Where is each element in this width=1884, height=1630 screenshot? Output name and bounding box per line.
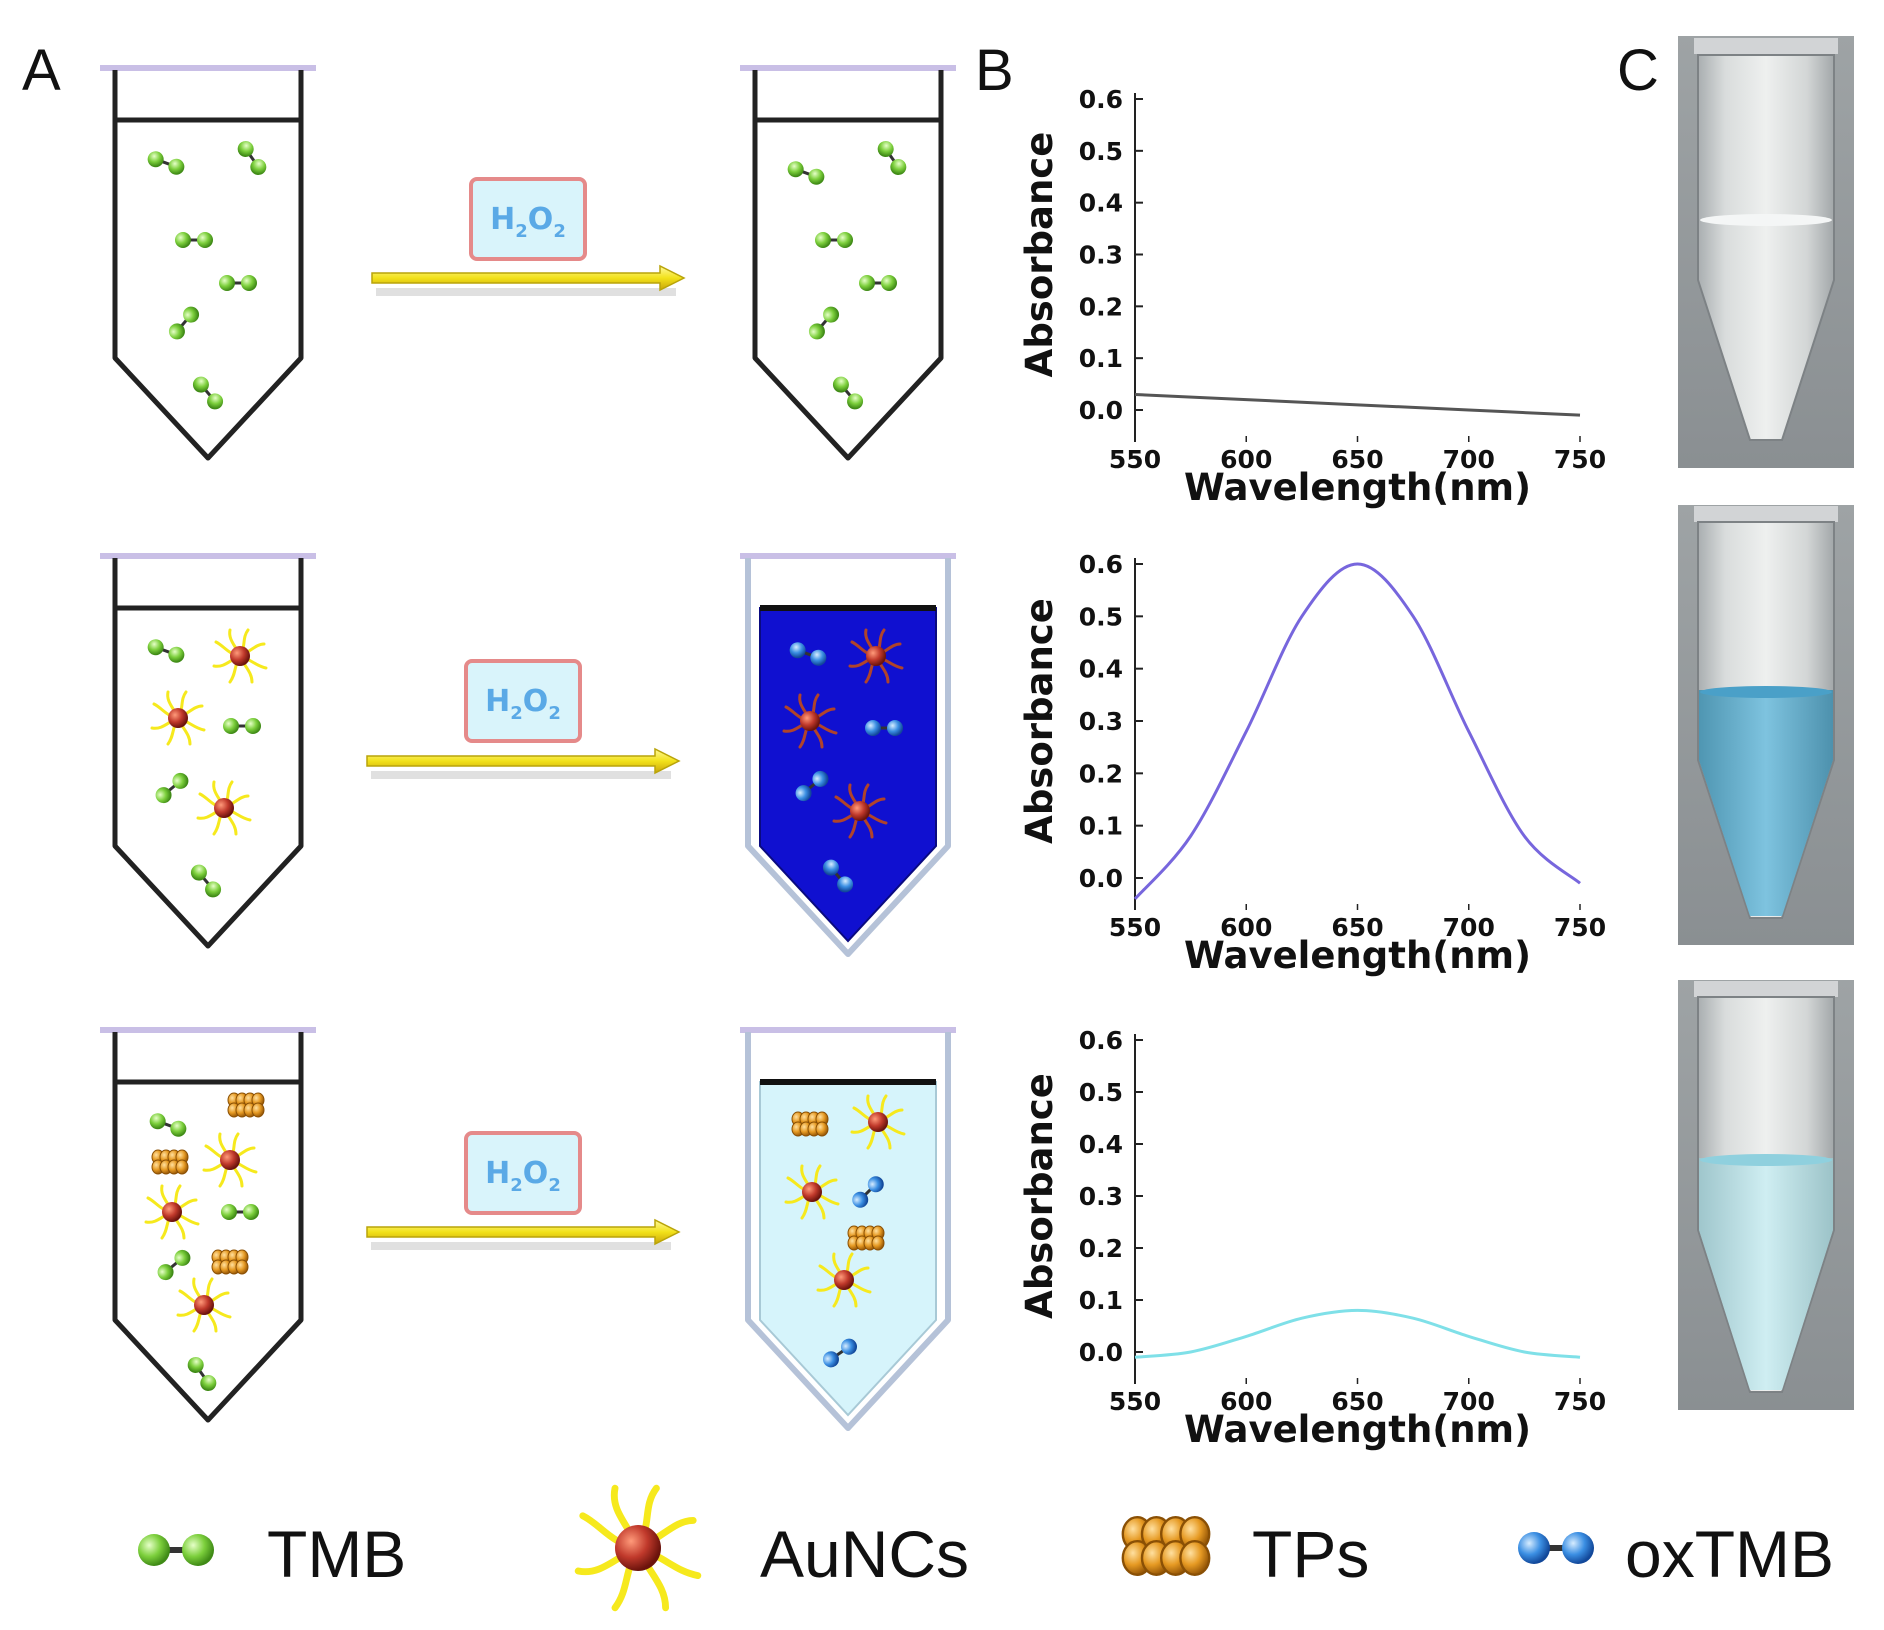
y-tick-label: 0.2 — [1079, 1234, 1123, 1263]
x-tick-label: 600 — [1220, 1387, 1272, 1416]
tube-row3-after-light-cyan — [740, 1030, 956, 1428]
y-tick-label: 0.6 — [1079, 85, 1123, 114]
y-tick-label: 0.3 — [1079, 241, 1123, 270]
y-tick-label: 0.0 — [1079, 1338, 1123, 1367]
svg-text:H2O2: H2O2 — [485, 684, 561, 724]
x-tick-label: 550 — [1109, 913, 1161, 942]
y-tick-label: 0.0 — [1079, 396, 1123, 425]
y-axis-label: Absorbance — [1018, 1073, 1061, 1319]
x-tick-label: 600 — [1220, 913, 1272, 942]
absorbance-series-line — [1134, 1308, 1581, 1359]
y-axis-label: Absorbance — [1018, 598, 1061, 844]
tube-row2-after-deep-blue — [740, 556, 956, 954]
y-tick-label: 0.4 — [1079, 655, 1123, 684]
x-tick-label: 700 — [1443, 913, 1495, 942]
panel-label-a: A — [22, 38, 61, 103]
legend-oxtmb-label: oxTMB — [1625, 1517, 1834, 1591]
y-tick-label: 0.6 — [1079, 1026, 1123, 1055]
panel-label-c: C — [1617, 38, 1659, 103]
y-tick-label: 0.0 — [1079, 864, 1123, 893]
x-axis-label: Wavelength(nm) — [1184, 466, 1531, 509]
legend-aunc-label: AuNCs — [760, 1517, 969, 1591]
x-tick-label: 750 — [1554, 913, 1606, 942]
reagent-label-row2: H2O2 — [464, 659, 582, 743]
photo-tube-blue — [1678, 505, 1854, 945]
legend: TMB AuNCs TPs oxTMB — [138, 1488, 1834, 1608]
y-tick-label: 0.6 — [1079, 550, 1123, 579]
legend-oxtmb-icon — [1518, 1532, 1594, 1564]
y-tick-label: 0.5 — [1079, 1078, 1123, 1107]
legend-tmb-icon — [138, 1534, 214, 1566]
reaction-arrow-row2 — [366, 748, 680, 780]
absorbance-charts: 0.0 0.1 0.2 0.3 0.4 0.5 0.6 550 600 650 700 750 Wave… — [1018, 85, 1606, 1451]
legend-tp-icon — [1121, 1515, 1211, 1577]
x-tick-label: 750 — [1554, 445, 1606, 474]
absorbance-series-line — [1134, 392, 1581, 417]
legend-tp-label: TPs — [1252, 1517, 1369, 1591]
x-tick-label: 650 — [1331, 1387, 1383, 1416]
y-tick-label: 0.1 — [1079, 1286, 1123, 1315]
y-axis-label: Absorbance — [1018, 132, 1061, 378]
tube-row1-before — [100, 68, 316, 458]
legend-aunc-icon — [578, 1488, 698, 1608]
chart-2: 0.0 0.1 0.2 0.3 0.4 0.5 0.6 550 600 650 700 750 Wave… — [1018, 550, 1606, 977]
reaction-arrow-row3 — [366, 1219, 680, 1251]
y-tick-label: 0.3 — [1079, 1182, 1123, 1211]
y-tick-label: 0.5 — [1079, 137, 1123, 166]
y-tick-label: 0.5 — [1079, 602, 1123, 631]
x-tick-label: 600 — [1220, 445, 1272, 474]
x-tick-label: 650 — [1331, 913, 1383, 942]
reagent-label-row1: H2O2 — [469, 177, 587, 261]
y-tick-label: 0.2 — [1079, 292, 1123, 321]
x-tick-label: 550 — [1109, 445, 1161, 474]
svg-text:H2O2: H2O2 — [490, 202, 566, 242]
tube-row2-before — [100, 556, 316, 946]
photo-tube-clear — [1678, 36, 1854, 468]
absorbance-series-line — [1133, 562, 1581, 900]
x-axis-label: Wavelength(nm) — [1184, 934, 1531, 977]
x-tick-label: 750 — [1554, 1387, 1606, 1416]
svg-text:H2O2: H2O2 — [485, 1156, 561, 1196]
x-tick-label: 700 — [1443, 1387, 1495, 1416]
y-tick-label: 0.1 — [1079, 344, 1123, 373]
x-tick-label: 700 — [1443, 445, 1495, 474]
y-tick-label: 0.4 — [1079, 1130, 1123, 1159]
legend-tmb-label: TMB — [267, 1517, 406, 1591]
panel-label-b: B — [975, 38, 1014, 103]
x-axis-label: Wavelength(nm) — [1184, 1408, 1531, 1451]
reaction-arrow-row1 — [371, 265, 685, 297]
tube-row3-before — [100, 1030, 316, 1420]
reagent-label-row3: H2O2 — [464, 1131, 582, 1215]
y-tick-label: 0.4 — [1079, 189, 1123, 218]
y-tick-label: 0.1 — [1079, 812, 1123, 841]
chart-1: 0.0 0.1 0.2 0.3 0.4 0.5 0.6 550 600 650 700 750 Wave… — [1018, 85, 1606, 509]
x-tick-label: 650 — [1331, 445, 1383, 474]
y-tick-label: 0.2 — [1079, 759, 1123, 788]
tube-row1-after — [740, 68, 956, 458]
x-tick-label: 550 — [1109, 1387, 1161, 1416]
photo-tube-light-blue — [1678, 980, 1854, 1410]
chart-3: 0.0 0.1 0.2 0.3 0.4 0.5 0.6 550 600 650 700 750 Wave… — [1018, 1026, 1606, 1451]
y-tick-label: 0.3 — [1079, 707, 1123, 736]
